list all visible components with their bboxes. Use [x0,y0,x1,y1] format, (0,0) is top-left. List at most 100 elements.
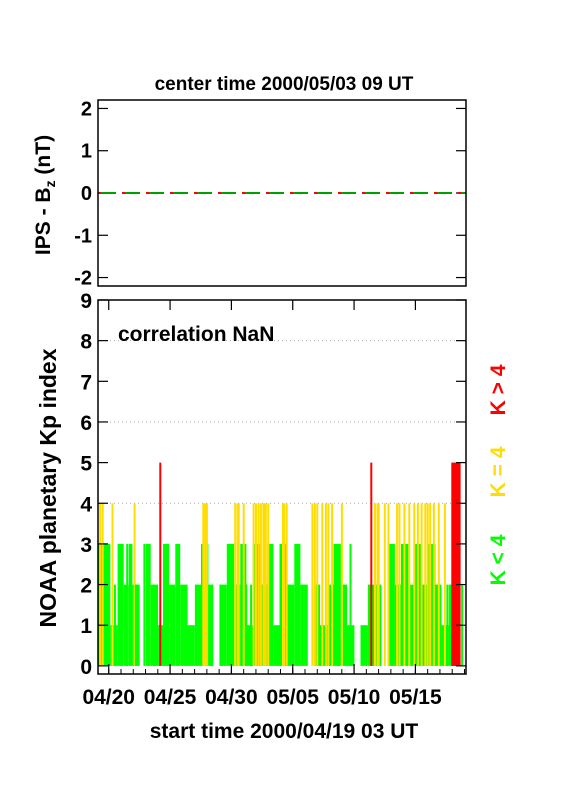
kp-bar [398,503,401,666]
kp-bar [403,503,406,666]
chart-title: center time 2000/05/03 09 UT [155,74,414,95]
kp-bar [432,503,435,666]
kp-bar [226,543,235,666]
kp-bar [128,543,133,666]
y-axis-ticks-kp: 0 1 2 3 4 5 6 7 8 9 [80,290,466,679]
kp-bar [219,584,227,666]
kp-bar [107,584,110,666]
kp-bar [311,503,314,666]
kp-bar [300,584,308,666]
y-tick-label-kp: 5 [80,453,92,476]
x-tick-label: 04/25 [144,686,197,709]
y-tick-label-top: 2 [81,98,92,120]
kp-bar [424,503,427,666]
gridlines [98,340,466,504]
correlation-annotation: correlation NaN [118,323,274,346]
kp-bar [360,625,368,666]
kp-bar [453,462,456,666]
kp-bar [455,462,457,666]
kp-bar [203,503,206,666]
kp-bar [242,503,245,666]
y-tick-label-kp: 1 [80,615,92,638]
x-tick-label: 04/30 [205,686,258,709]
kp-bar [166,543,169,666]
kp-bar [408,584,415,666]
kp-bar [392,584,395,666]
kp-bar [285,503,288,666]
kp-bar [429,503,432,666]
kp-bar [257,503,260,666]
kp-bar [147,625,150,666]
kp-bar [259,503,262,666]
kp-bar [377,503,380,666]
y-tick-label-kp: 2 [80,575,92,598]
kp-bar [133,503,136,666]
kp-bar [273,625,280,666]
kp-bar [252,503,255,666]
kp-bar [446,584,449,666]
kp-bar [113,584,116,666]
kp-bar [153,584,156,666]
y-axis-label-kp: NOAA planetary Kp index [35,348,61,627]
kp-bar [458,462,461,666]
x-tick-label: 05/05 [266,686,319,709]
kp-bar [164,543,170,666]
kp-bar [234,503,237,666]
kp-bar [134,584,137,666]
kp-bar [408,503,411,666]
y-axis-label-main: IPS - B [32,187,55,255]
kp-bar [121,584,124,666]
x-tick-label: 05/15 [389,686,442,709]
kp-bar [159,462,162,666]
kp-bar [126,543,129,666]
kp-bar [163,543,165,666]
y-axis-label-bz: IPS - Bz (nT) [32,135,58,255]
legend-entry: K < 4 [487,534,510,585]
kp-bar [420,503,423,666]
legend-entry: K = 4 [487,446,510,497]
y-tick-label-kp: 8 [80,331,92,354]
kp-bar [387,503,390,666]
kp-bar [250,584,253,666]
kp-bar [456,462,459,666]
kp-panel: 0 1 2 3 4 5 6 7 8 9 04/20 04/25 04/30 05/05 05/10 05/1… [35,290,510,743]
kp-bar [208,584,214,666]
kp-bar [451,462,454,666]
kp-bar [340,584,347,666]
x-tick-label: 04/20 [82,686,135,709]
kp-bar [210,584,213,666]
y-tick-label-top: 1 [81,141,92,163]
kp-bar [340,503,343,666]
kp-bar [370,462,373,666]
kp-bar [262,503,265,666]
kp-bar [337,584,340,666]
y-tick-label-kp: 6 [80,412,92,435]
legend-entry: K > 4 [487,364,510,415]
kp-bar [387,543,395,666]
kp-bar [324,503,327,666]
kp-bar [374,503,376,666]
y-tick-label-kp: 0 [80,656,92,679]
x-axis-ticks: 04/20 04/25 04/30 05/05 05/10 05/15 [82,300,465,709]
kp-bar [428,543,436,666]
y-axis-label-unit: (nT) [32,135,55,180]
kp-bar [457,462,460,666]
kp-bar [327,584,334,666]
kp-bar [236,503,239,666]
y-tick-label-kp: 9 [80,290,92,313]
kp-bar [145,543,151,666]
y-axis-label-subscript: z [42,180,58,187]
kp-bar [204,503,207,666]
kp-bar [264,503,267,666]
kp-bar [143,543,146,666]
kp-bar [396,503,399,666]
y-axis-ticks-top: 2 1 0 -1 -2 [74,98,466,290]
kp-bar [255,503,257,666]
ips-bz-panel: center time 2000/05/03 09 UT IPS - Bz (n… [32,74,467,290]
kp-bar [383,503,386,666]
kp-bar [187,625,195,666]
y-tick-label-kp: 4 [80,493,92,516]
y-tick-label-top: -1 [74,225,92,247]
kp-bar [331,503,334,666]
